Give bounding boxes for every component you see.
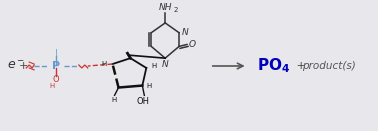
Text: P: P <box>52 61 60 71</box>
Text: product(s): product(s) <box>302 61 356 71</box>
Text: +: + <box>19 61 29 71</box>
Text: NH: NH <box>158 3 172 12</box>
Text: 2: 2 <box>173 7 178 13</box>
Text: H: H <box>101 61 107 67</box>
Text: N: N <box>162 60 169 69</box>
Text: O: O <box>53 75 59 84</box>
Text: H: H <box>151 63 156 69</box>
Text: H: H <box>111 97 116 103</box>
Text: $\mathbf{PO_4}$: $\mathbf{PO_4}$ <box>257 57 291 75</box>
Text: +: + <box>293 61 306 71</box>
Text: OH: OH <box>137 97 150 106</box>
Text: N: N <box>182 28 189 37</box>
Text: |: | <box>54 49 57 58</box>
Text: H: H <box>50 83 55 89</box>
Text: O: O <box>189 40 196 49</box>
Text: $e^-$: $e^-$ <box>7 59 26 72</box>
Text: H: H <box>146 83 152 89</box>
